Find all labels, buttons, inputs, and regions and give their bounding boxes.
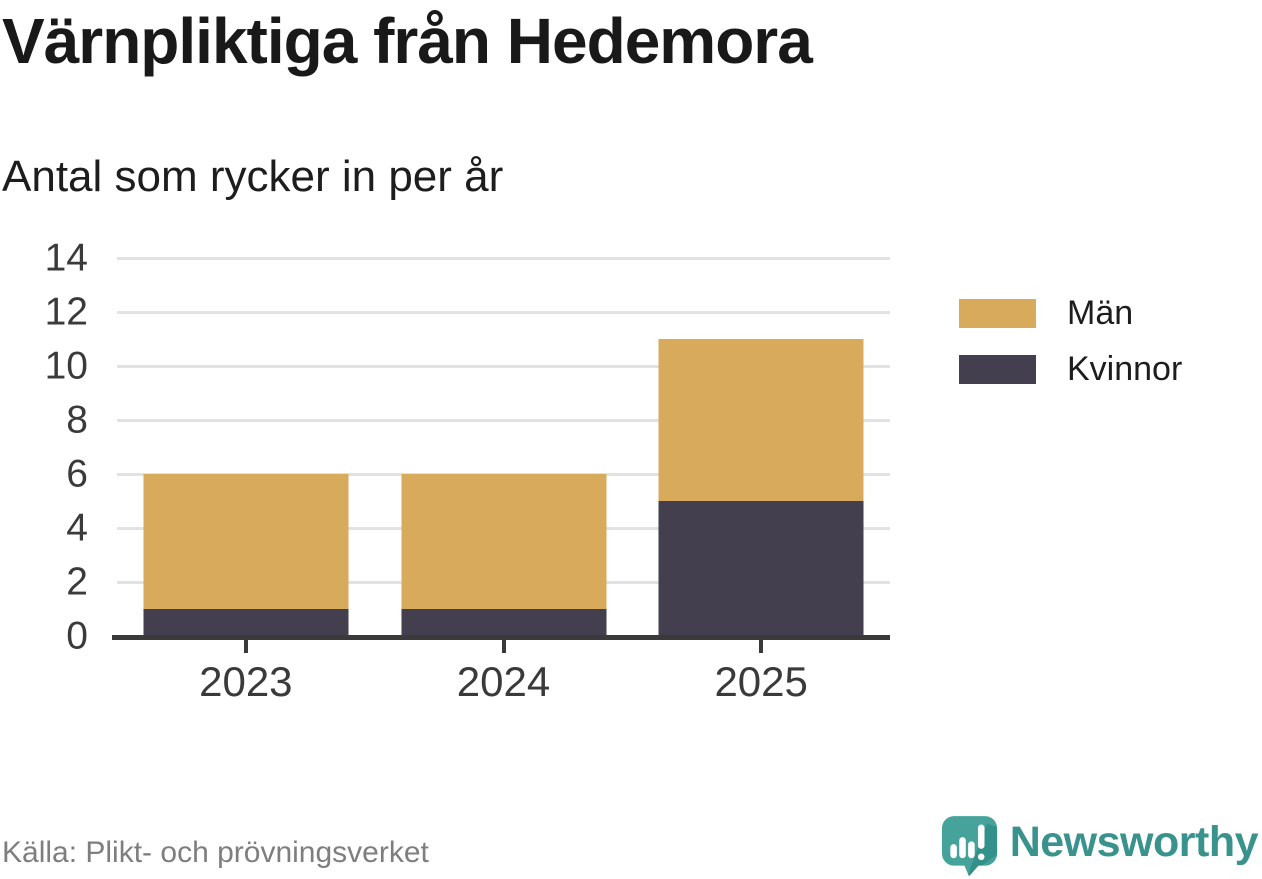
bar-segment-kvinnor	[658, 501, 864, 636]
bar-group: 2023	[117, 258, 375, 705]
bar-segment-kvinnor	[143, 609, 349, 636]
gridline	[117, 364, 890, 368]
x-tick-mark	[759, 640, 764, 653]
bar-segment-kvinnor	[401, 609, 606, 636]
bar-group: 2025	[632, 258, 890, 705]
legend-item: Kvinnor	[959, 350, 1182, 388]
chart-subtitle: Antal som rycker in per år	[2, 152, 504, 201]
y-tick-label: 6	[66, 452, 88, 496]
legend-swatch	[959, 355, 1036, 384]
bar-groups: 2023 2024 2025	[117, 258, 890, 705]
brand-name: Newsworthy	[1009, 817, 1259, 866]
x-tick-label: 2023	[199, 658, 293, 705]
bar-group: 2024	[375, 258, 633, 705]
y-axis-labels: 0 2 4 6 8 10 12 14	[0, 239, 92, 656]
gridline	[117, 310, 890, 314]
newsworthy-bubble-chart-icon	[941, 816, 997, 877]
bar-segment-män	[658, 339, 864, 501]
legend-label: Män	[1067, 294, 1134, 332]
legend-item: Män	[959, 294, 1182, 332]
stacked-bar	[401, 474, 606, 636]
x-tick-mark	[243, 640, 248, 653]
y-tick-label: 10	[44, 344, 88, 388]
bar-segment-män	[143, 474, 349, 609]
x-axis-line	[112, 635, 890, 640]
source-note: Källa: Plikt- och prövningsverket	[2, 836, 429, 869]
x-tick-mark	[501, 640, 506, 653]
stacked-bar	[658, 339, 864, 636]
chart-title: Värnpliktiga från Hedemora	[2, 5, 813, 77]
bar-segment-män	[401, 474, 606, 609]
y-tick-label: 2	[66, 560, 88, 604]
y-tick-label: 14	[44, 236, 88, 280]
stacked-bar	[143, 474, 349, 636]
x-tick-label: 2025	[714, 658, 808, 705]
x-tick-label: 2024	[456, 658, 551, 705]
legend-swatch	[959, 299, 1036, 328]
plot-area: 2023 2024 2025	[112, 256, 890, 705]
y-tick-label: 0	[66, 614, 88, 658]
legend-label: Kvinnor	[1067, 350, 1183, 388]
gridline	[117, 418, 890, 422]
y-tick-label: 4	[66, 506, 88, 550]
brand-logo: Newsworthy	[941, 815, 1259, 877]
legend: Män Kvinnor	[959, 294, 1182, 411]
y-tick-label: 12	[44, 290, 88, 334]
y-tick-label: 8	[66, 398, 88, 442]
gridline	[117, 256, 890, 260]
